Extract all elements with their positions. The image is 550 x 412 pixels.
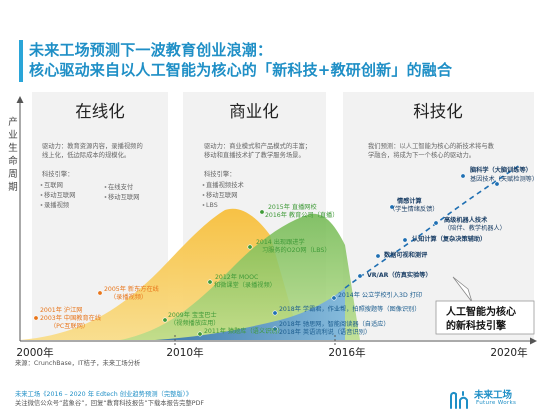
phase-driver2-commercial: 移动和直播技术扩了教学服务场景。 — [204, 150, 305, 159]
phase-tech-label-commercial: 科技引擎： — [204, 169, 235, 178]
event-marker — [162, 317, 168, 323]
forecast-label: 认知计算（复杂决策辅助） — [412, 235, 486, 243]
forecast-curve — [344, 164, 521, 289]
forecast-label: VR/AR（仿真实验等） — [367, 271, 432, 279]
event-label: 2001年 沪江网 — [40, 306, 82, 314]
event-marker — [331, 295, 337, 301]
event-marker — [197, 331, 203, 337]
event-marker — [97, 290, 103, 296]
callout-box — [435, 300, 535, 335]
source-note: 来源：CrunchBase，IT桔子，未来工场分析 — [15, 360, 141, 367]
tech-item: 移动互联网 — [108, 192, 139, 201]
event-label: 2018年 英语流利说（语音识别） — [279, 328, 371, 336]
event-marker — [272, 326, 278, 332]
event-label: 2012年 MOOC — [215, 273, 258, 281]
title-line-1: 未来工场预测下一波教育创业浪潮： — [29, 41, 273, 59]
event-label: （录播视频） — [110, 293, 147, 301]
event-label: （PC互联网） — [50, 322, 89, 330]
forecast-label: （陪伴、教学机器人） — [444, 224, 506, 232]
event-label: 2005年 新东方在线 — [104, 285, 159, 293]
callout-pointer — [452, 276, 473, 303]
brand-logo-icon — [450, 391, 468, 409]
phase-driver-online: 驱动力：教育资源内容，录播视频的 — [42, 141, 143, 150]
y-axis-label: 产业生命周期 — [8, 117, 18, 193]
brand-subtitle: Future Works — [476, 400, 517, 406]
event-marker — [494, 181, 500, 187]
phase-driver-tech: 我们预测：以人工智能为核心的新技术将与教 — [368, 141, 495, 150]
phase-title-tech: 科技化 — [413, 102, 463, 121]
area-tech — [155, 288, 345, 340]
tech-item: 互联网 — [44, 180, 63, 189]
x-tick-label: 2020年 — [490, 346, 527, 359]
event-marker — [357, 273, 363, 279]
event-label: 2018年 驰思网，智能阅读器（自适应） — [279, 320, 390, 328]
forecast-label: （学生情绪反馈） — [389, 205, 439, 213]
footer-line-1: 未来工场《2016 – 2020 年 Edtech 创业趋势预测（完整版）》 — [15, 391, 193, 398]
phase-driver-commercial: 驱动力：商业模式和产品模式的丰富； — [204, 141, 311, 150]
forecast-label: 基因技术（天赋检测等） — [470, 175, 538, 183]
event-marker — [402, 237, 408, 243]
tech-bullets-online — [40, 184, 107, 206]
event-label: 和微课堂（录播视频） — [214, 281, 276, 289]
event-marker — [207, 279, 213, 285]
tech-item: 移动互联网 — [44, 190, 75, 199]
x-tick-label: 2010年 — [166, 346, 203, 359]
title-accent-bar — [19, 40, 23, 82]
callout-line-1: 人工智能为核心 — [446, 305, 516, 318]
event-marker — [433, 220, 439, 226]
phase-driver2-online: 线上化，低边际成本的规模化。 — [42, 150, 130, 159]
event-marker — [389, 204, 395, 210]
footer-line-2: 关注微信公众号“蓝象谷”，回复“教育科技报告”下载本报告完整PDF — [15, 400, 205, 407]
event-label: 2016年 教育公司（直播） — [265, 211, 338, 219]
forecast-label: 情感计算 — [396, 197, 422, 205]
phase-panel-tech — [343, 92, 534, 340]
event-marker — [375, 253, 381, 259]
tech-item: 录播视频 — [44, 200, 70, 209]
brand-name: 未来工场 — [474, 390, 513, 401]
event-marker — [33, 315, 39, 321]
x-tick-label: 2016年 — [328, 346, 365, 359]
event-label: 2011年 猿题库（语义识别） — [204, 327, 284, 335]
callout-line-2: 的新科技引擎 — [446, 319, 506, 332]
event-label: 习服务的O2O网（LBS） — [262, 246, 331, 254]
event-marker — [259, 209, 265, 215]
event-marker — [247, 244, 253, 250]
forecast-label: 数据可视和测评 — [384, 251, 428, 259]
tech-item: LBS — [206, 202, 218, 209]
tech-bullets-commercial — [202, 184, 205, 206]
phase-tech-label-online: 科技引擎： — [42, 169, 73, 178]
event-label: 2009年 宝宝巴士 — [168, 311, 217, 319]
phase-title-online: 在线化 — [75, 102, 125, 121]
area-commercial — [120, 213, 360, 340]
event-marker — [272, 310, 278, 316]
phase-driver2-tech: 学融合，将成为下一个核心的驱动力。 — [368, 150, 475, 159]
title-line-2: 核心驱动来自以人工智能为核心的「新科技+教研创新」的融合 — [29, 61, 453, 79]
forecast-label: 高级机器人技术 — [444, 216, 488, 224]
tech-item: 在线支付 — [108, 182, 133, 191]
tech-item: 移动互联网 — [206, 190, 237, 199]
x-tick-label: 2000年 — [16, 346, 53, 359]
event-label: 2014年 公立学校引入3D 打印 — [338, 291, 422, 299]
event-label: 2018年 学霸君，作业帮，拍照搜题等（图像识别） — [279, 305, 420, 313]
forecast-label: 脑科学（大脑训练等） — [470, 166, 532, 174]
event-marker — [460, 173, 466, 179]
event-label: 2015年 直播网校 — [268, 203, 317, 211]
page-title: 未来工场预测下一波教育创业浪潮： 核心驱动来自以人工智能为核心的「新科技+教研创… — [29, 40, 452, 80]
event-label: （视频播放应用） — [170, 319, 220, 327]
event-markers — [33, 173, 500, 337]
tech-item: 直播视频技术 — [206, 180, 244, 189]
event-label: 2014 出现跟进学 — [256, 238, 305, 246]
phase-title-commercial: 商业化 — [229, 102, 279, 121]
event-label: 2003年 中国教育在线 — [40, 314, 101, 322]
